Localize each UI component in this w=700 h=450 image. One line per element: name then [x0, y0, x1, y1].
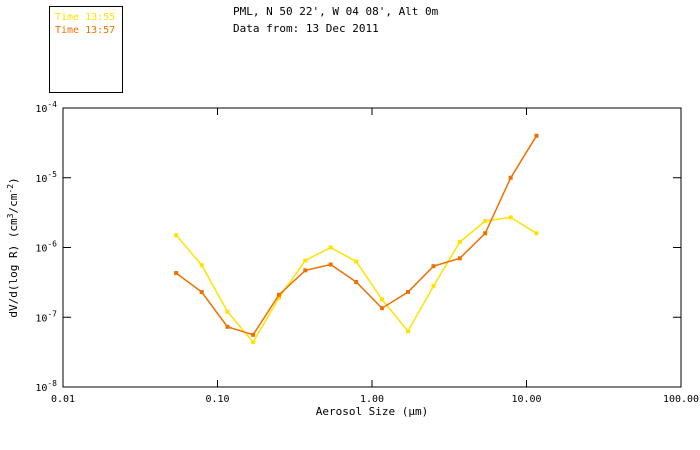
data-point-marker	[457, 239, 462, 244]
y-tick-label: 10-7	[35, 309, 57, 324]
x-tick-label: 0.10	[205, 394, 229, 405]
x-axis-label: Aerosol Size (μm)	[316, 405, 429, 418]
data-point-marker	[225, 309, 230, 314]
data-point-marker	[199, 263, 204, 268]
data-point-marker	[276, 295, 281, 300]
data-point-marker	[276, 292, 281, 297]
data-point-marker	[379, 306, 384, 311]
x-tick-label: 10.00	[511, 394, 541, 405]
data-point-marker	[431, 264, 436, 269]
y-tick-label: 10-8	[35, 379, 57, 394]
data-point-marker	[225, 324, 230, 329]
data-point-marker	[199, 290, 204, 295]
data-point-marker	[354, 280, 359, 285]
legend-entry-1355: Time 13:55	[55, 12, 116, 23]
data-point-marker	[174, 271, 179, 276]
plot-frame	[62, 107, 682, 388]
data-point-marker	[379, 297, 384, 302]
data-point-marker	[483, 218, 488, 223]
x-tick-label: 1.00	[360, 394, 384, 405]
data-point-marker	[431, 284, 436, 289]
y-tick-label: 10-5	[35, 170, 57, 185]
data-point-marker	[405, 329, 410, 334]
data-point-marker	[251, 340, 256, 345]
data-point-marker	[174, 233, 179, 238]
x-tick-label: 100.00	[663, 394, 699, 405]
data-point-marker	[303, 268, 308, 273]
x-tick-label: 0.01	[51, 394, 75, 405]
legend-box: Time 13:55 Time 13:57	[49, 6, 123, 93]
y-tick-label: 10-4	[35, 100, 57, 115]
data-point-marker	[405, 290, 410, 295]
data-point-marker	[534, 133, 539, 138]
chart-title: PML, N 50 22', W 04 08', Alt 0m	[233, 5, 439, 18]
data-point-marker	[354, 259, 359, 264]
data-point-marker	[328, 245, 333, 250]
data-point-marker	[457, 256, 462, 261]
data-point-marker	[508, 215, 513, 220]
chart-subtitle: Data from: 13 Dec 2011	[233, 22, 379, 35]
title-block: PML, N 50 22', W 04 08', Alt 0m Data fro…	[233, 3, 438, 37]
data-point-marker	[303, 258, 308, 263]
data-point-marker	[251, 332, 256, 337]
data-point-marker	[328, 262, 333, 267]
data-point-marker	[534, 231, 539, 236]
series-line-1	[175, 135, 538, 336]
y-axis-label: dV/d(log R) (cm3/cm-2)	[6, 177, 20, 317]
y-tick-label: 10-6	[35, 240, 57, 255]
data-point-marker	[508, 175, 513, 180]
data-point-marker	[483, 231, 488, 236]
legend-entry-1357: Time 13:57	[55, 25, 116, 36]
